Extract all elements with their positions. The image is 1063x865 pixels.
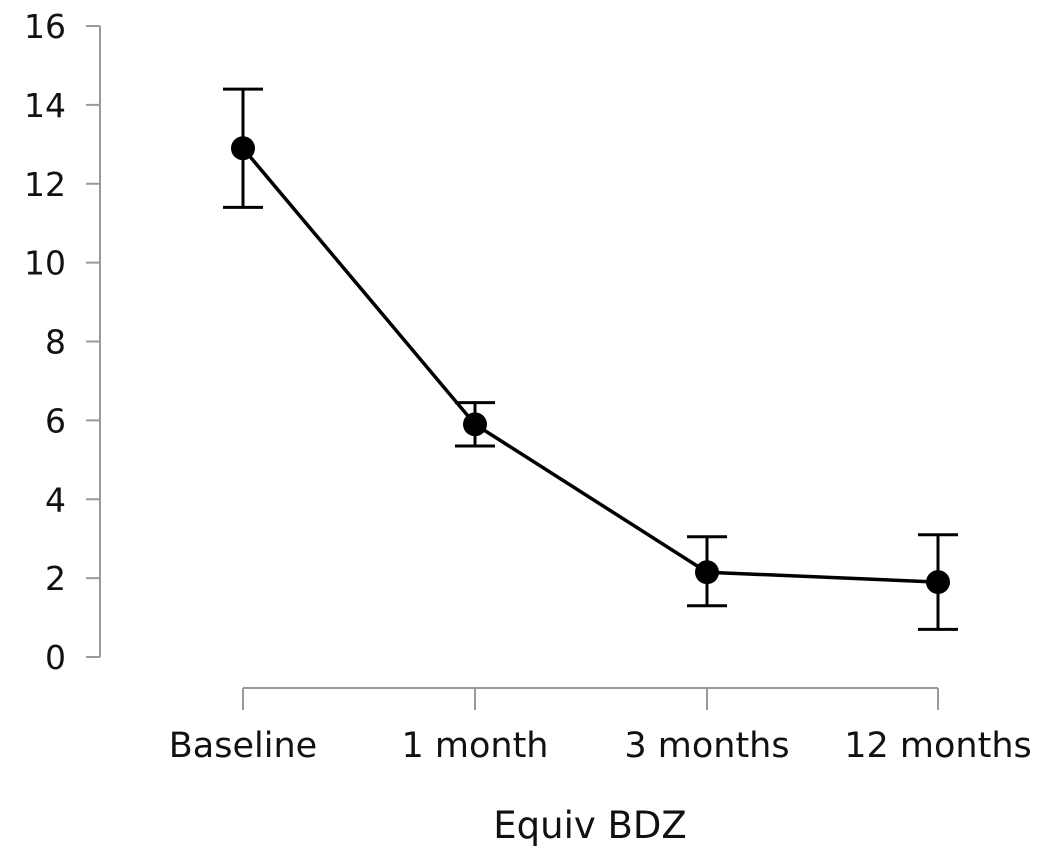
series-line: [241, 147, 939, 584]
y-tick-label: 12: [24, 165, 66, 204]
data-point: [463, 412, 487, 437]
data-point: [695, 560, 719, 585]
x-tick-label: Baseline: [169, 726, 317, 766]
x-axis-title: Equiv BDZ: [493, 804, 686, 847]
data-point: [926, 570, 950, 595]
y-tick-label: 8: [45, 323, 66, 362]
x-axis: Baseline 1 month 3 months 12 months: [169, 687, 1032, 766]
x-tick-label: 3 months: [624, 726, 789, 766]
y-tick-label: 16: [24, 7, 66, 46]
y-tick-label: 10: [24, 244, 66, 283]
y-tick-label: 14: [24, 86, 66, 125]
plot-area: [223, 87, 958, 631]
y-axis: 0 2 4 6 8 10 12 14 16: [24, 7, 101, 677]
x-tick-label: 1 month: [402, 726, 549, 766]
x-tick-label: 12 months: [844, 726, 1032, 766]
y-tick-label: 2: [45, 559, 66, 598]
y-tick-label: 6: [45, 401, 66, 440]
y-tick-label: 0: [45, 638, 66, 677]
y-tick-label: 4: [45, 480, 66, 519]
data-point: [231, 136, 255, 161]
